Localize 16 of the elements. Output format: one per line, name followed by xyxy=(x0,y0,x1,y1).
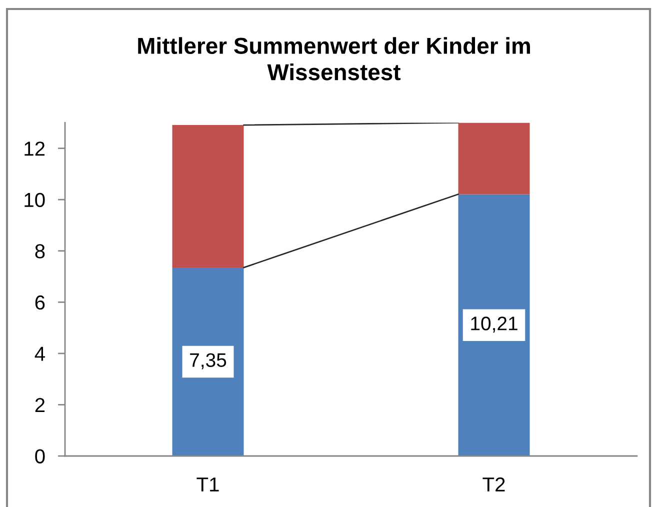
x-tick-label: T2 xyxy=(482,477,505,492)
bar xyxy=(458,194,530,456)
y-tick-label: 2 xyxy=(35,398,45,412)
data-label: 10,21 xyxy=(471,316,518,333)
y-tick-label: 10 xyxy=(24,192,45,208)
x-tick-label: T1 xyxy=(196,478,219,492)
bar xyxy=(458,122,530,194)
chart-title: Mittlerer Summenwert der Kinder im Wissenstest xyxy=(138,37,530,80)
y-tick-label: 0 xyxy=(35,449,45,464)
y-tick-label: 6 xyxy=(35,295,45,310)
bar xyxy=(172,268,244,456)
y-tick-label: 12 xyxy=(24,142,45,156)
y-tick-label: 4 xyxy=(34,346,45,361)
data-label: 7,35 xyxy=(190,353,226,370)
y-tick-label: 8 xyxy=(35,244,45,258)
bar xyxy=(172,125,244,268)
